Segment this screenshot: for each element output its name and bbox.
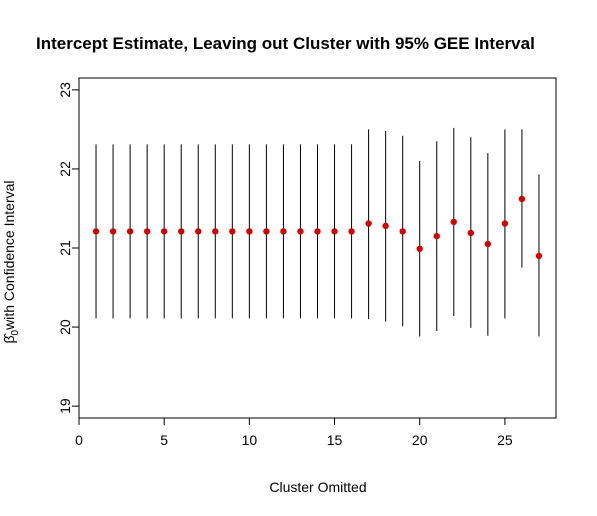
estimate-point	[348, 228, 355, 235]
y-axis-label: β̂0with Confidence Interval	[1, 180, 21, 343]
estimate-point	[160, 228, 168, 235]
estimate-point	[229, 228, 236, 235]
estimate-point	[143, 228, 151, 235]
y-tick-label: 21	[57, 240, 73, 256]
y-axis-label-text: with Confidence Interval	[1, 180, 17, 330]
estimate-points	[92, 195, 543, 260]
estimate-point	[433, 232, 440, 240]
estimate-point	[331, 228, 338, 235]
estimate-point	[263, 228, 270, 235]
y-tick-label: 19	[57, 398, 73, 414]
estimate-point	[501, 220, 509, 227]
y-axis-label-subscript: 0	[10, 329, 21, 335]
estimate-point	[467, 229, 475, 237]
x-tick-label: 15	[327, 432, 343, 448]
y-tick-label: 23	[57, 82, 73, 98]
estimate-point	[92, 228, 100, 235]
estimate-point	[212, 228, 219, 235]
estimate-point	[297, 228, 304, 235]
x-tick-label: 20	[412, 432, 428, 448]
estimate-point	[535, 252, 543, 260]
estimate-point	[518, 195, 526, 203]
chart-title: Intercept Estimate, Leaving out Cluster …	[36, 34, 535, 53]
estimate-point	[246, 228, 253, 235]
estimate-point	[416, 245, 423, 252]
estimate-point	[126, 228, 134, 235]
estimate-point	[450, 218, 457, 226]
y-tick-label: 20	[57, 319, 73, 335]
y-axis: 19 20 21 22 23	[57, 82, 80, 414]
estimate-point	[195, 228, 202, 235]
estimate-point	[109, 228, 117, 235]
x-tick-label: 5	[160, 432, 168, 448]
y-axis-label-beta: β̂	[1, 332, 17, 343]
y-tick-label: 22	[57, 161, 73, 177]
x-tick-label: 10	[242, 432, 258, 448]
x-axis-label: Cluster Omitted	[269, 479, 366, 495]
estimate-point	[382, 222, 389, 230]
x-axis: 0 5 10 15 20 25	[75, 417, 513, 448]
x-tick-label: 25	[497, 432, 513, 448]
estimate-point	[280, 228, 287, 235]
estimate-point	[314, 228, 321, 235]
estimate-point	[484, 240, 492, 248]
estimate-point	[399, 228, 406, 235]
x-tick-label: 0	[75, 432, 83, 448]
estimate-point	[365, 220, 372, 227]
estimate-point	[178, 228, 185, 235]
